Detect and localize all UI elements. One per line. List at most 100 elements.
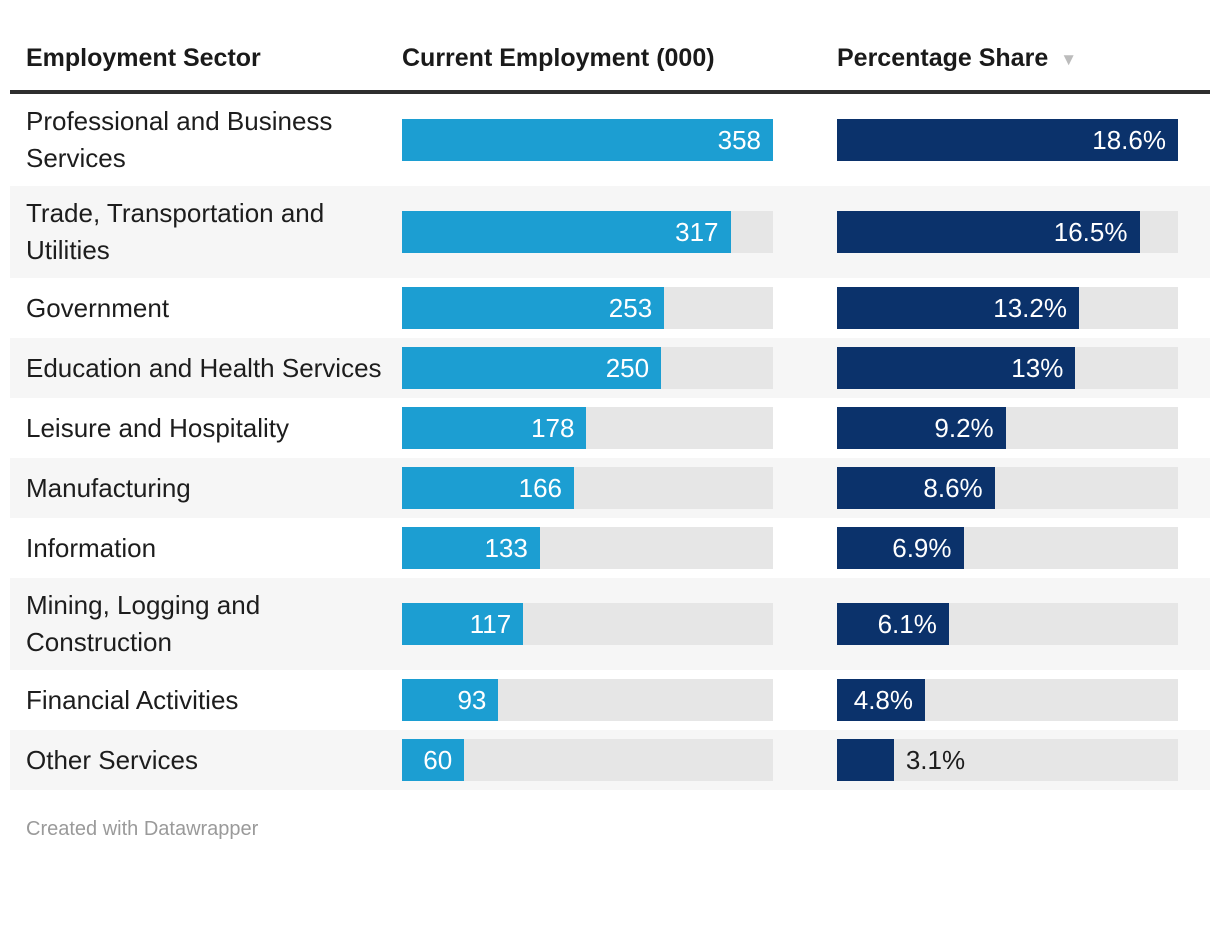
employment-bar-track: 253 (402, 287, 773, 329)
sector-label: Financial Activities (26, 684, 239, 715)
share-bar: 16.5% (837, 211, 1140, 253)
table-row: Mining, Logging and Construction 117 6.1… (10, 578, 1210, 670)
share-bar-track: 6.9% (837, 527, 1178, 569)
table-row: Financial Activities 93 4.8% (10, 670, 1210, 730)
employment-cell: 166 (402, 467, 837, 509)
table-row: Leisure and Hospitality 178 9.2% (10, 398, 1210, 458)
share-cell: 3.1% (837, 739, 1186, 781)
employment-bar-track: 133 (402, 527, 773, 569)
employment-bar: 60 (402, 739, 465, 781)
share-cell: 9.2% (837, 407, 1186, 449)
employment-bar-track: 317 (402, 211, 773, 253)
employment-value-label: 133 (484, 532, 528, 563)
employment-value-label: 178 (531, 412, 575, 443)
employment-value-label: 358 (717, 124, 761, 155)
share-bar-track: 13.2% (837, 287, 1178, 329)
employment-bar: 117 (402, 603, 524, 645)
share-bar-track: 3.1% (837, 739, 1178, 781)
share-cell: 13.2% (837, 287, 1186, 329)
share-bar: 13.2% (837, 287, 1079, 329)
sector-label: Education and Health Services (26, 352, 382, 383)
share-bar: 6.9% (837, 527, 964, 569)
table-row: Manufacturing 166 8.6% (10, 458, 1210, 518)
share-bar-track: 9.2% (837, 407, 1178, 449)
datawrapper-credit[interactable]: Created with Datawrapper (26, 818, 259, 840)
share-cell: 18.6% (837, 119, 1186, 161)
share-value-label: 13% (1011, 352, 1064, 383)
table-row: Professional and Business Services 358 1… (10, 94, 1210, 186)
employment-value-label: 117 (469, 608, 512, 639)
share-cell: 4.8% (837, 679, 1186, 721)
sector-label: Manufacturing (26, 472, 191, 503)
employment-bar-track: 358 (402, 119, 773, 161)
employment-bar: 166 (402, 467, 575, 509)
share-bar: 13% (837, 347, 1076, 389)
share-value-label: 18.6% (1092, 124, 1166, 155)
column-header-employment-sector[interactable]: Employment Sector (26, 44, 402, 73)
sort-desc-icon: ▼ (1060, 49, 1078, 69)
employment-bar-track: 178 (402, 407, 773, 449)
share-bar-track: 13% (837, 347, 1178, 389)
share-value-label: 4.8% (853, 684, 913, 715)
table-body: Professional and Business Services 358 1… (10, 94, 1210, 790)
employment-value-label: 250 (605, 352, 650, 383)
share-bar-track: 16.5% (837, 211, 1178, 253)
share-value-label: 9.2% (934, 412, 994, 443)
share-bar: 4.8% (837, 679, 925, 721)
column-header-share-label: Percentage Share (837, 44, 1049, 72)
employment-value-label: 166 (518, 472, 563, 503)
share-value-label: 16.5% (1053, 216, 1128, 247)
share-bar: 8.6% (837, 467, 995, 509)
table-row: Government 253 13.2% (10, 278, 1210, 338)
employment-cell: 178 (402, 407, 837, 449)
share-value-label: 8.6% (923, 472, 983, 503)
table-row: Education and Health Services 250 13% (10, 338, 1210, 398)
share-cell: 16.5% (837, 211, 1186, 253)
sector-label: Professional and Business Services (26, 106, 333, 173)
share-value-label: 13.2% (993, 292, 1067, 323)
sector-label: Trade, Transportation and Utilities (26, 198, 325, 265)
table-row: Information 133 6.9% (10, 518, 1210, 578)
bar-table: Employment Sector Current Employment (00… (10, 0, 1210, 790)
employment-bar-track: 93 (402, 679, 773, 721)
column-header-current-employment[interactable]: Current Employment (000) (402, 44, 837, 73)
employment-bar: 358 (402, 119, 773, 161)
sector-label: Leisure and Hospitality (26, 412, 290, 443)
column-header-percentage-share[interactable]: Percentage Share ▼ (837, 44, 1186, 73)
share-bar-track: 4.8% (837, 679, 1178, 721)
employment-cell: 317 (402, 211, 837, 253)
sector-label: Government (26, 292, 170, 323)
employment-bar: 178 (402, 407, 587, 449)
share-bar-track: 18.6% (837, 119, 1178, 161)
table-header-row: Employment Sector Current Employment (00… (10, 0, 1210, 94)
table-row: Trade, Transportation and Utilities 317 … (10, 186, 1210, 278)
share-value-label: 6.9% (892, 532, 952, 563)
table-row: Other Services 60 3.1% (10, 730, 1210, 790)
employment-bar: 133 (402, 527, 540, 569)
share-bar: 6.1% (837, 603, 949, 645)
sector-label: Other Services (26, 744, 198, 775)
column-header-sector-label: Employment Sector (26, 44, 261, 72)
employment-cell: 250 (402, 347, 837, 389)
column-header-employment-label: Current Employment (000) (402, 44, 715, 72)
employment-value-label: 317 (675, 216, 719, 247)
employment-cell: 93 (402, 679, 837, 721)
share-cell: 6.1% (837, 603, 1186, 645)
employment-bar-track: 117 (402, 603, 773, 645)
share-cell: 6.9% (837, 527, 1186, 569)
employment-bar: 317 (402, 211, 731, 253)
sector-label: Mining, Logging and Construction (26, 590, 261, 657)
employment-bar: 253 (402, 287, 665, 329)
employment-cell: 358 (402, 119, 837, 161)
employment-value-label: 93 (457, 684, 487, 715)
share-value-label: 6.1% (877, 608, 937, 639)
employment-bar: 93 (402, 679, 499, 721)
share-bar-track: 6.1% (837, 603, 1178, 645)
share-bar: 18.6% (837, 119, 1178, 161)
share-bar (837, 739, 894, 781)
employment-cell: 133 (402, 527, 837, 569)
employment-value-label: 253 (608, 292, 653, 323)
employment-bar-track: 60 (402, 739, 773, 781)
employment-bar-track: 166 (402, 467, 773, 509)
